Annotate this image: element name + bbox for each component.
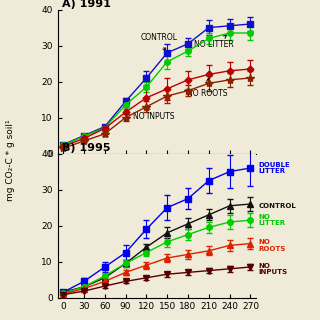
Text: NO
ROOTS: NO ROOTS <box>259 239 286 252</box>
Text: NO
LITTER: NO LITTER <box>259 214 286 227</box>
Text: NO ROOTS: NO ROOTS <box>187 78 227 98</box>
Text: A) 1991: A) 1991 <box>61 0 110 9</box>
Text: DOUBLE
LITTER: DOUBLE LITTER <box>259 162 291 174</box>
Text: NO LITTER: NO LITTER <box>194 35 233 49</box>
Text: NO
INPUTS: NO INPUTS <box>259 262 288 275</box>
Text: NO INPUTS: NO INPUTS <box>132 107 174 121</box>
Text: mg CO₂-C * g soil¹: mg CO₂-C * g soil¹ <box>6 119 15 201</box>
Text: CONTROL: CONTROL <box>259 203 297 209</box>
Text: CONTROL: CONTROL <box>141 33 178 51</box>
Text: B) 1995: B) 1995 <box>61 143 110 153</box>
